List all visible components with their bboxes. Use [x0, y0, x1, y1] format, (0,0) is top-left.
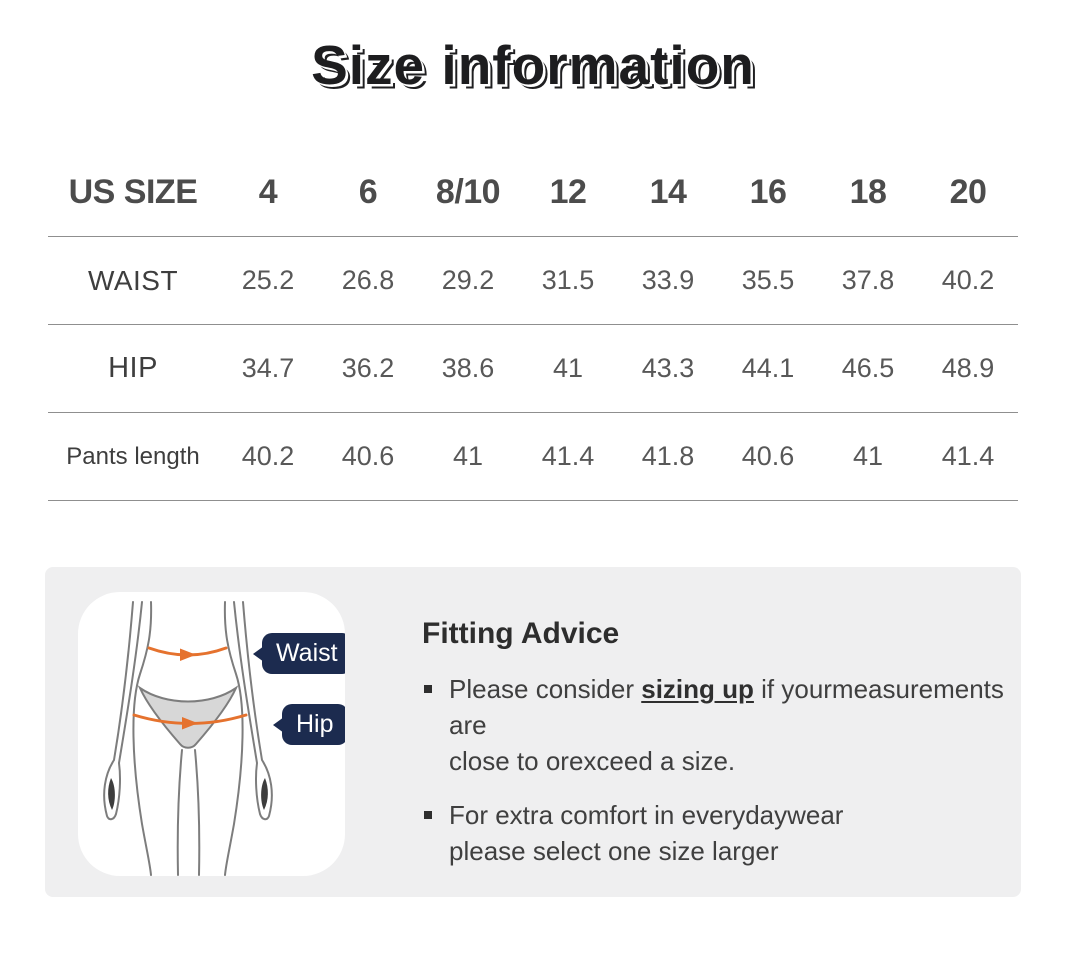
- waist-value: 35.5: [741, 265, 795, 295]
- advice-item-extra-comfort: For extra comfort in everydaywear please…: [422, 797, 1028, 869]
- row-label-waist: WAIST: [87, 264, 179, 296]
- advice-text: close to orexceed a size.: [449, 746, 736, 776]
- waist-arrow-icon: [180, 648, 196, 661]
- size-col-header: 8/10: [435, 173, 501, 211]
- waist-value: 31.5: [541, 265, 595, 295]
- pants-length-value: 41.8: [641, 441, 695, 471]
- hip-value: 43.3: [641, 353, 695, 383]
- waist-measure-line: [147, 646, 228, 661]
- waist-value: 40.2: [941, 265, 995, 295]
- size-col-header: 14: [649, 173, 687, 211]
- size-col-header: 20: [949, 173, 987, 211]
- sizing-up-link[interactable]: sizing up: [641, 674, 754, 704]
- pants-length-value: 40.6: [341, 441, 395, 471]
- hip-value: 38.6: [441, 353, 495, 383]
- waist-value: 25.2: [241, 265, 295, 295]
- pants-length-value: 40.6: [741, 441, 795, 471]
- size-col-header: 16: [749, 173, 787, 211]
- hip-measure-line: [132, 713, 248, 730]
- hip-value: 48.9: [941, 353, 995, 383]
- pants-length-value: 41.4: [941, 441, 995, 471]
- waist-value: 37.8: [841, 265, 895, 295]
- table-row-waist: WAIST 25.2 26.8 29.2 31.5 33.9 35.5 37.8…: [48, 237, 1018, 325]
- right-hand-shade: [261, 778, 268, 810]
- us-size-header: US SIZE: [68, 173, 198, 211]
- pants-length-value: 41.4: [541, 441, 595, 471]
- waist-badge: Waist: [262, 633, 345, 674]
- advice-list: Please consider sizing up if yourmeasure…: [422, 671, 1028, 869]
- pants-length-value: 41: [452, 441, 484, 471]
- hip-value: 41: [552, 353, 584, 383]
- body-measurement-illustration: [103, 601, 273, 876]
- size-col-header: 18: [849, 173, 887, 211]
- row-label-hip: HIP: [108, 352, 158, 384]
- pants-length-value: 40.2: [241, 441, 295, 471]
- pants-length-value: 41: [852, 441, 884, 471]
- advice-text: For extra comfort in everydaywear: [449, 800, 844, 830]
- left-hand-shade: [108, 778, 115, 810]
- waist-value: 29.2: [441, 265, 495, 295]
- advice-text: if yourmeasurements are: [449, 674, 1004, 740]
- advice-item-sizing-up: Please consider sizing up if yourmeasure…: [422, 671, 1028, 779]
- advice-text: Please consider: [449, 674, 642, 704]
- hip-value: 36.2: [341, 353, 395, 383]
- hip-value: 34.7: [241, 353, 295, 383]
- size-table-header-row: US SIZE 4 6 8/10 12 14 16 18 20: [48, 149, 1018, 237]
- table-row-pants-length: Pants length 40.2 40.6 41 41.4 41.8 40.6…: [48, 413, 1018, 501]
- size-col-header: 4: [258, 173, 278, 211]
- underwear-shape: [137, 685, 239, 749]
- advice-text: please select one size larger: [449, 836, 779, 866]
- fitting-advice-section: Fitting Advice Please consider sizing up…: [422, 617, 1028, 887]
- size-col-header: 12: [549, 173, 587, 211]
- waist-value: 33.9: [641, 265, 695, 295]
- row-label-pants-length: Pants length: [66, 442, 200, 470]
- table-row-hip: HIP 34.7 36.2 38.6 41 43.3 44.1 46.5 48.…: [48, 325, 1018, 413]
- fitting-advice-heading: Fitting Advice: [422, 617, 620, 650]
- hip-badge: Hip: [282, 704, 345, 745]
- hip-value: 46.5: [841, 353, 895, 383]
- measurement-figure-card: Waist Hip: [78, 592, 345, 876]
- size-table: US SIZE 4 6 8/10 12 14 16 18 20 WAIST 25…: [48, 149, 1018, 501]
- page-title: Size information: [311, 34, 755, 96]
- hip-value: 44.1: [741, 353, 795, 383]
- size-col-header: 6: [358, 173, 378, 211]
- fitting-advice-panel: Waist Hip Fitting Advice Please consider…: [45, 567, 1021, 897]
- waist-value: 26.8: [341, 265, 395, 295]
- hip-arrow-icon: [182, 717, 198, 730]
